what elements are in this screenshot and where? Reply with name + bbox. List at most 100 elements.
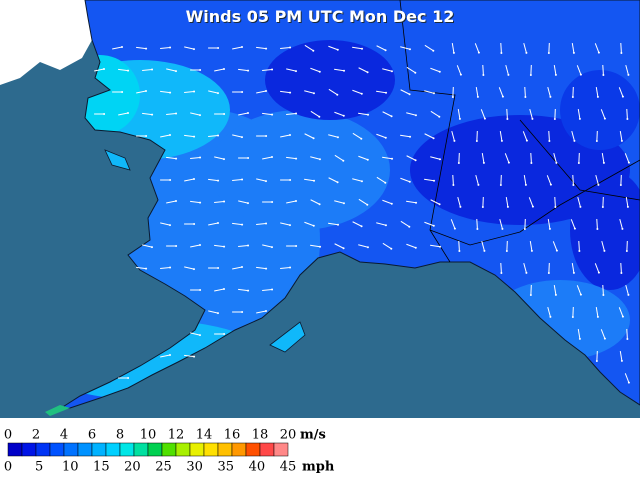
wind-arrow-head xyxy=(579,205,582,208)
wind-arrow xyxy=(529,109,533,119)
wind-arrow xyxy=(430,67,440,73)
wind-arrow xyxy=(358,244,369,248)
wind-arrow xyxy=(334,154,344,162)
wind-arrow xyxy=(577,108,581,120)
color-swatch xyxy=(91,442,107,457)
wind-arrow xyxy=(304,44,314,52)
wind-arrow-head xyxy=(578,337,581,340)
wind-arrow-head xyxy=(222,288,225,291)
wind-arrow-head xyxy=(439,245,442,248)
wind-arrow xyxy=(262,289,273,291)
ms-unit: m/s xyxy=(300,428,326,443)
wind-arrow-head xyxy=(476,95,479,98)
wind-arrow-head xyxy=(150,246,153,249)
wind-arrow-head xyxy=(198,244,201,247)
wind-arrow xyxy=(94,68,105,72)
wind-arrow-head xyxy=(193,223,196,226)
wind-arrow-head xyxy=(547,271,550,274)
wind-arrow-head xyxy=(620,359,623,362)
ms-label: 2 xyxy=(32,428,40,443)
wind-arrow-head xyxy=(452,51,455,54)
wind-arrow xyxy=(310,244,321,248)
wind-arrow xyxy=(358,67,368,73)
wind-arrow xyxy=(577,197,581,207)
wind-arrow-head xyxy=(483,117,486,120)
wind-arrow-head xyxy=(360,225,363,228)
wind-arrow-head xyxy=(414,246,417,249)
wind-arrow-head xyxy=(433,179,436,182)
wind-arrow xyxy=(262,156,273,160)
wind-arrow-head xyxy=(222,158,225,161)
wind-arrow-head xyxy=(452,183,455,186)
wind-arrow xyxy=(576,285,582,295)
wind-arrow xyxy=(620,262,622,274)
wind-arrow-head xyxy=(366,203,369,206)
wind-arrow-head xyxy=(223,113,226,116)
wind-arrow-head xyxy=(384,136,387,139)
wind-arrow-head xyxy=(408,225,411,228)
wind-arrow-head xyxy=(246,202,249,205)
wind-arrow-head xyxy=(360,137,363,140)
wind-arrow xyxy=(208,310,219,314)
wind-arrow-head xyxy=(265,267,268,270)
wind-arrow-head xyxy=(318,203,321,206)
wind-arrow-head xyxy=(572,271,575,274)
wind-arrow-head xyxy=(126,112,129,115)
wind-arrow-head xyxy=(477,51,480,54)
wind-arrow xyxy=(601,241,605,251)
wind-arrow-head xyxy=(390,247,393,250)
wind-arrow xyxy=(406,155,416,161)
wind-arrow-head xyxy=(169,46,172,49)
wind-arrow xyxy=(310,156,321,160)
wind-arrow xyxy=(190,112,201,116)
wind-arrow xyxy=(476,218,478,230)
wind-arrow xyxy=(304,221,314,227)
color-swatch xyxy=(273,442,289,457)
wind-arrow-head xyxy=(241,311,244,314)
wind-arrow-head xyxy=(499,183,502,186)
wind-arrow-head xyxy=(198,334,201,337)
wind-arrow xyxy=(190,200,201,204)
wind-arrow-head xyxy=(453,227,456,230)
wind-arrow-head xyxy=(601,205,604,208)
wind-arrow xyxy=(184,178,195,182)
wind-arrow xyxy=(280,222,291,226)
wind-arrow xyxy=(424,133,434,139)
wind-arrow xyxy=(232,46,243,50)
wind-arrow-head xyxy=(295,245,298,248)
wind-arrow xyxy=(626,108,628,120)
wind-arrow-head xyxy=(621,315,624,318)
wind-arrow-head xyxy=(453,139,456,142)
wind-arrow-head xyxy=(198,114,201,117)
wind-arrow-head xyxy=(408,48,411,51)
wind-arrow xyxy=(214,156,225,160)
wind-arrow xyxy=(498,87,504,97)
border-line xyxy=(399,0,640,263)
aleutian-island xyxy=(45,405,70,416)
wind-arrow xyxy=(376,90,387,94)
wind-arrow xyxy=(595,175,599,185)
wind-arrow-head xyxy=(289,91,292,94)
wind-arrow-head xyxy=(175,157,178,160)
wind-arrow-head xyxy=(621,227,624,230)
wind-arrow-head xyxy=(627,381,630,384)
ms-label: 6 xyxy=(88,428,96,443)
wind-arrow xyxy=(505,65,509,75)
wind-arrow-head xyxy=(555,249,558,252)
wind-arrow xyxy=(424,90,435,94)
wind-arrow-head xyxy=(271,288,274,291)
wind-arrow xyxy=(451,131,455,141)
wind-arrow-head xyxy=(318,158,321,161)
wind-arrow xyxy=(400,89,410,95)
wind-arrow xyxy=(571,131,575,141)
wind-arrow-head xyxy=(506,205,509,208)
wind-arrow xyxy=(430,244,441,248)
wind-arrow-head xyxy=(476,227,479,230)
wind-arrow-head xyxy=(313,179,316,182)
mph-label: 25 xyxy=(155,460,172,475)
wind-arrow-head xyxy=(337,223,340,226)
wind-arrow-head xyxy=(547,51,550,54)
wind-arrow xyxy=(618,307,624,317)
wind-arrow xyxy=(286,200,297,204)
wind-arrow-head xyxy=(573,139,576,142)
